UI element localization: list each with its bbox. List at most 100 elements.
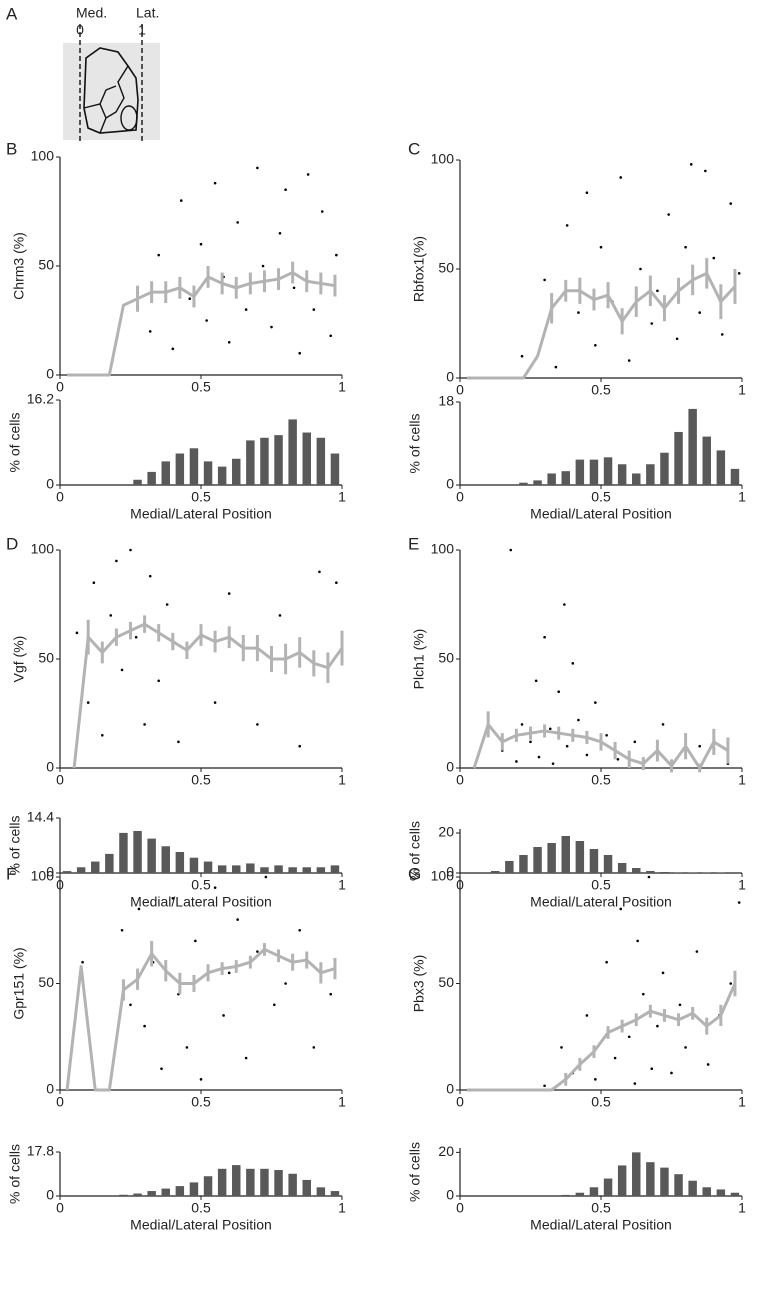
cell-point bbox=[594, 701, 597, 704]
cell-point bbox=[236, 221, 239, 224]
cell-point bbox=[554, 365, 558, 369]
x-tick-label: 0.5 bbox=[191, 489, 211, 505]
y-tick-label: 50 bbox=[438, 650, 454, 666]
histogram-bar bbox=[646, 871, 655, 873]
panel-label: E bbox=[408, 534, 419, 553]
histogram-bar bbox=[189, 448, 199, 485]
cell-point bbox=[129, 548, 132, 552]
histogram-bar bbox=[161, 461, 170, 485]
x-tick-label: 1 bbox=[338, 379, 346, 395]
cell-point bbox=[720, 333, 724, 336]
y-axis-label: % of cells bbox=[407, 1142, 423, 1202]
cell-point bbox=[563, 603, 566, 606]
cell-point bbox=[698, 744, 701, 748]
schematic: A Med. Lat. 0 1 bbox=[6, 4, 160, 142]
x-tick-label: 1 bbox=[738, 1200, 746, 1216]
cell-point bbox=[585, 1014, 589, 1017]
histogram-bar bbox=[674, 1174, 683, 1196]
x-tick-label: 0 bbox=[56, 1094, 64, 1110]
cell-point bbox=[256, 723, 259, 726]
cell-point bbox=[273, 1003, 276, 1007]
cell-point bbox=[298, 351, 302, 355]
cell-point bbox=[605, 734, 608, 737]
cell-point bbox=[520, 723, 524, 726]
cell-point bbox=[227, 341, 231, 344]
cell-point bbox=[179, 199, 183, 202]
histogram-bar bbox=[161, 1188, 170, 1196]
histogram-bar bbox=[274, 1170, 283, 1196]
histogram-bar bbox=[547, 473, 556, 485]
y-tick-label: 20 bbox=[438, 824, 454, 840]
histogram-bar bbox=[189, 857, 199, 873]
histogram-bar bbox=[203, 1176, 213, 1196]
cell-point bbox=[335, 581, 338, 584]
histogram-bar bbox=[547, 843, 556, 873]
cell-point bbox=[143, 1024, 146, 1028]
cell-point bbox=[75, 631, 79, 635]
x-tick-label: 0.5 bbox=[591, 877, 611, 893]
cell-point bbox=[529, 740, 532, 744]
y-tick-label: 0 bbox=[46, 476, 54, 492]
cell-point bbox=[667, 213, 670, 216]
cell-point bbox=[148, 330, 152, 333]
histogram-bar bbox=[260, 1168, 269, 1196]
cell-point bbox=[199, 242, 203, 246]
histogram-bar bbox=[603, 457, 613, 485]
histogram-bar bbox=[217, 466, 227, 485]
cell-point bbox=[689, 163, 693, 166]
cell-point bbox=[284, 982, 287, 985]
histogram-bar bbox=[674, 431, 683, 485]
histogram-bar bbox=[133, 830, 142, 873]
panel-label: A bbox=[6, 4, 18, 23]
histogram-bar bbox=[288, 419, 297, 485]
cell-point bbox=[213, 181, 217, 185]
cell-point bbox=[729, 202, 733, 205]
cell-point bbox=[557, 690, 560, 693]
cell-point bbox=[86, 701, 90, 704]
histogram-bar bbox=[491, 871, 500, 873]
y-axis-label: % of cells bbox=[7, 1144, 23, 1204]
x-tick-label: 1 bbox=[338, 1200, 346, 1216]
histogram-bar bbox=[716, 1189, 726, 1196]
cell-point bbox=[565, 744, 569, 748]
y-tick-label: 0 bbox=[446, 1187, 454, 1203]
histogram-bar bbox=[575, 459, 585, 485]
cell-point bbox=[537, 755, 541, 759]
histogram-bar bbox=[660, 452, 669, 485]
x-tick-label: 0 bbox=[56, 1200, 64, 1216]
cell-point bbox=[137, 907, 141, 911]
cell-point bbox=[320, 210, 324, 213]
x-tick-label: 1 bbox=[338, 489, 346, 505]
x-tick-label: 0 bbox=[456, 1200, 464, 1216]
cell-point bbox=[256, 950, 259, 953]
y-axis-label: Chrm3 (%) bbox=[11, 232, 27, 300]
x-axis-label: Medial/Lateral Position bbox=[530, 506, 672, 522]
y-tick-label: 50 bbox=[38, 257, 54, 273]
cell-point bbox=[571, 662, 575, 665]
x-tick-label: 1 bbox=[738, 877, 746, 893]
x-axis-label: Medial/Lateral Position bbox=[130, 506, 272, 522]
cell-point bbox=[256, 166, 259, 170]
histogram-bar bbox=[589, 1187, 599, 1196]
y-tick-label: 0 bbox=[46, 864, 54, 880]
mean-line bbox=[467, 271, 737, 380]
y-tick-label: 0 bbox=[46, 1081, 54, 1097]
histogram-bar bbox=[246, 1168, 255, 1196]
x-tick-label: 1 bbox=[338, 772, 346, 788]
cell-point bbox=[706, 1063, 710, 1066]
cell-point bbox=[109, 614, 113, 617]
histogram-bar bbox=[632, 1152, 641, 1196]
histogram-bar bbox=[561, 836, 570, 873]
x-tick-label: 0.5 bbox=[591, 1200, 611, 1216]
cell-point bbox=[661, 971, 665, 975]
cell-point bbox=[520, 354, 524, 358]
cell-point bbox=[318, 570, 321, 574]
x-tick-label: 0 bbox=[56, 772, 64, 788]
y-tick-label: 100 bbox=[431, 151, 455, 167]
histogram-bar bbox=[203, 861, 213, 873]
y-tick-label: 0 bbox=[446, 759, 454, 775]
cell-point bbox=[670, 1071, 673, 1075]
histogram-bar bbox=[561, 471, 570, 485]
histogram-bar bbox=[105, 853, 114, 873]
